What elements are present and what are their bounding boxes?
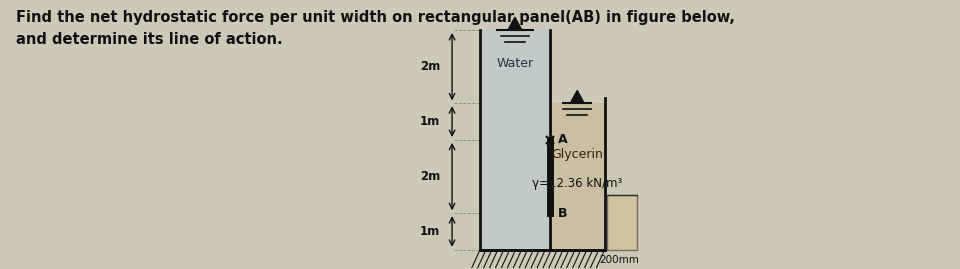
- Polygon shape: [570, 90, 585, 103]
- Text: 1m: 1m: [420, 115, 440, 128]
- Text: Glycerin: Glycerin: [551, 148, 603, 161]
- Text: 1m: 1m: [420, 225, 440, 238]
- Text: Find the net hydrostatic force per unit width on rectangular panel(AB) in figure: Find the net hydrostatic force per unit …: [16, 10, 735, 25]
- Bar: [607, 195, 636, 250]
- Polygon shape: [550, 103, 605, 250]
- Text: Water: Water: [496, 56, 534, 70]
- Polygon shape: [480, 30, 550, 250]
- Text: 200mm: 200mm: [600, 255, 639, 265]
- Text: 2m: 2m: [420, 60, 440, 73]
- Polygon shape: [508, 17, 522, 30]
- Text: B: B: [558, 207, 567, 220]
- Text: A: A: [558, 133, 567, 146]
- Text: 2m: 2m: [420, 170, 440, 183]
- Text: γ=12.36 kN/m³: γ=12.36 kN/m³: [532, 177, 622, 190]
- Text: and determine its line of action.: and determine its line of action.: [16, 32, 283, 47]
